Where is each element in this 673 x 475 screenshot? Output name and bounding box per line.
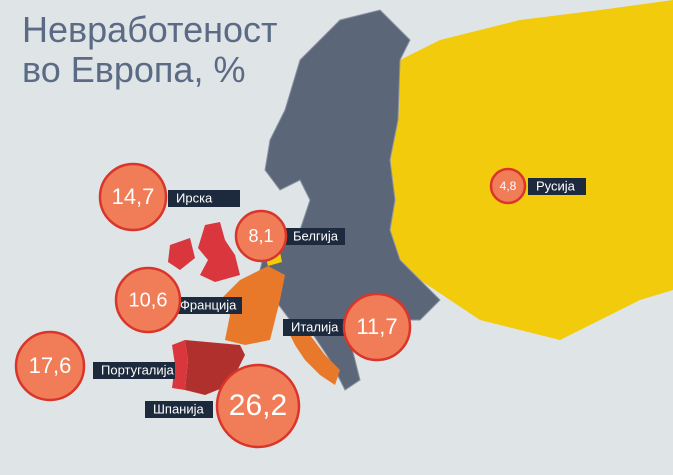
country-label-box [145, 401, 213, 418]
country-value: 10,6 [129, 289, 168, 311]
labels: Ирска 14,7 Белгија 8,1 Франција 10,6 Италија 11… [14, 162, 586, 449]
country-label-box [168, 190, 240, 207]
country-value: 17,6 [29, 353, 72, 378]
country-value: 8,1 [248, 226, 273, 246]
value-circle [215, 363, 301, 449]
country-name: Русија [536, 178, 576, 193]
russia [390, 0, 673, 340]
france [220, 266, 285, 345]
ireland [168, 238, 195, 270]
country-name: Италија [291, 319, 339, 334]
country-value: 14,7 [112, 184, 155, 209]
uk [198, 222, 240, 282]
value-circle [489, 167, 527, 205]
country-label-box [93, 362, 175, 379]
title-line-1: Невработеност [22, 9, 278, 50]
country-value: 26,2 [229, 389, 287, 422]
country-name: Ирска [176, 190, 213, 205]
country-name: Франција [180, 297, 237, 312]
country-name: Португалија [101, 362, 175, 377]
country-value: 11,7 [356, 314, 397, 339]
central-europe [259, 9, 441, 391]
country-label-box [528, 178, 586, 195]
portugal [172, 340, 188, 390]
value-circle [114, 266, 182, 334]
country-name: Шпанија [153, 401, 205, 416]
country-value: 4,8 [500, 179, 517, 193]
value-circle [98, 162, 168, 232]
country-name: Белгија [293, 228, 339, 243]
country-label-box [283, 319, 349, 336]
title-line-2: во Европа, % [22, 49, 245, 90]
italy [285, 320, 340, 385]
value-circle [234, 209, 288, 263]
value-circle [342, 292, 412, 362]
country-label-box [172, 297, 242, 314]
value-circle [14, 330, 86, 402]
country-label-box [285, 228, 345, 245]
